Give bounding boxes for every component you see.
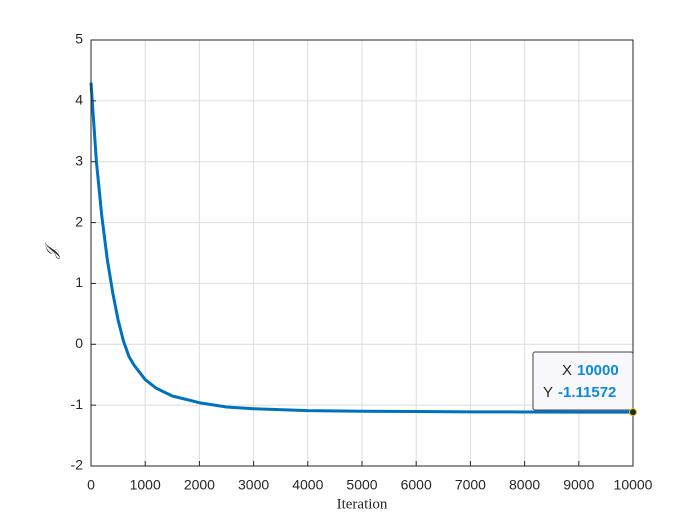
datatip-marker xyxy=(629,408,637,417)
y-tick-label: 4 xyxy=(75,92,83,108)
datatip: X 10000 Y -1.11572 xyxy=(532,351,634,411)
x-tick-label: 4000 xyxy=(292,477,323,493)
x-axis-label: Iteration xyxy=(337,496,388,512)
datatip-y-label: Y xyxy=(543,384,553,401)
x-tick-label: 9000 xyxy=(563,477,594,493)
x-tick-label: 1000 xyxy=(130,477,161,493)
y-tick-label: -1 xyxy=(71,396,84,412)
y-tick-label: 1 xyxy=(75,274,83,290)
lines xyxy=(89,82,634,414)
x-tick-label: 5000 xyxy=(346,477,377,493)
datatip-box xyxy=(532,351,634,411)
datatip-x-value: 10000 xyxy=(577,362,619,379)
x-tick-label: 7000 xyxy=(455,477,486,493)
y-tick-label: 2 xyxy=(75,213,83,229)
x-tick-label: 8000 xyxy=(509,477,540,493)
x-tick-label: 2000 xyxy=(184,477,215,493)
x-tick-label: 6000 xyxy=(401,477,432,493)
datatip-y-value: -1.11572 xyxy=(558,384,616,401)
x-tick-label: 3000 xyxy=(238,477,269,493)
x-tick-label: 10000 xyxy=(614,477,653,493)
y-tick-label: 0 xyxy=(75,335,83,351)
y-tick-label: 5 xyxy=(75,31,83,47)
y-tick-label: 3 xyxy=(75,152,83,168)
data-line xyxy=(89,82,634,414)
y-tick-label: -2 xyxy=(71,457,84,473)
x-tick-label: 0 xyxy=(87,477,95,493)
datatip-x-label: X xyxy=(562,362,572,379)
